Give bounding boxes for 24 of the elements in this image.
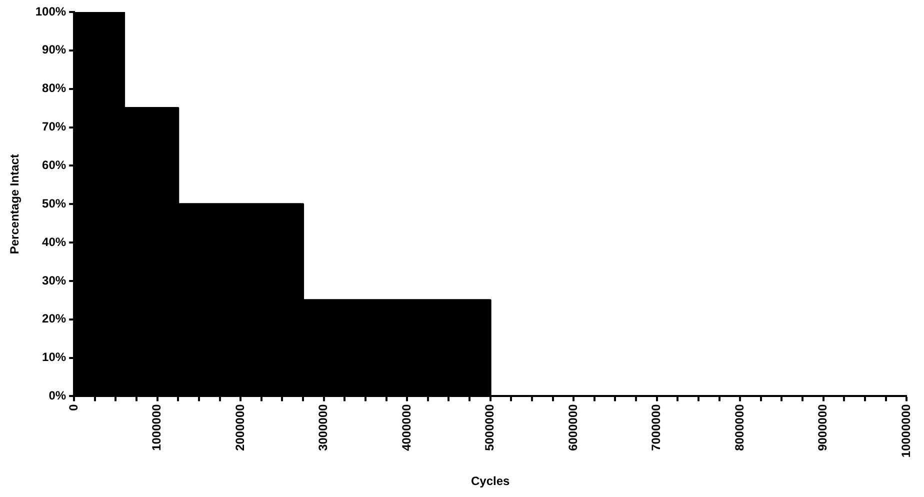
x-tick-label: 2000000 xyxy=(232,404,247,451)
y-tick-label: 50% xyxy=(42,196,66,210)
y-tick-label: 60% xyxy=(42,158,66,172)
y-tick-label: 30% xyxy=(42,273,66,288)
y-tick-label: 90% xyxy=(42,42,66,57)
y-tick-label: 10% xyxy=(42,350,66,364)
y-tick-label: 20% xyxy=(42,312,66,326)
y-axis-title: Percentage Intact xyxy=(8,154,22,254)
x-tick-label: 8000000 xyxy=(732,404,746,451)
x-tick-label: 3000000 xyxy=(316,404,330,451)
x-tick-label: 7000000 xyxy=(649,404,664,451)
x-tick-label: 10000000 xyxy=(898,404,913,458)
y-tick-label: 0% xyxy=(48,388,66,403)
x-tick-label: 4000000 xyxy=(399,404,414,451)
x-axis-title: Cycles xyxy=(470,474,510,488)
y-tick-label: 80% xyxy=(42,81,66,96)
y-tick-label: 100% xyxy=(35,4,66,18)
x-tick-label: 6000000 xyxy=(566,404,580,451)
x-tick-label: 5000000 xyxy=(482,404,497,451)
x-tick-label: 1000000 xyxy=(150,404,164,451)
x-tick-label: 9000000 xyxy=(816,404,830,451)
y-tick-label: 70% xyxy=(42,120,66,134)
x-tick-label: 0 xyxy=(66,404,80,411)
y-tick-label: 40% xyxy=(42,234,66,249)
